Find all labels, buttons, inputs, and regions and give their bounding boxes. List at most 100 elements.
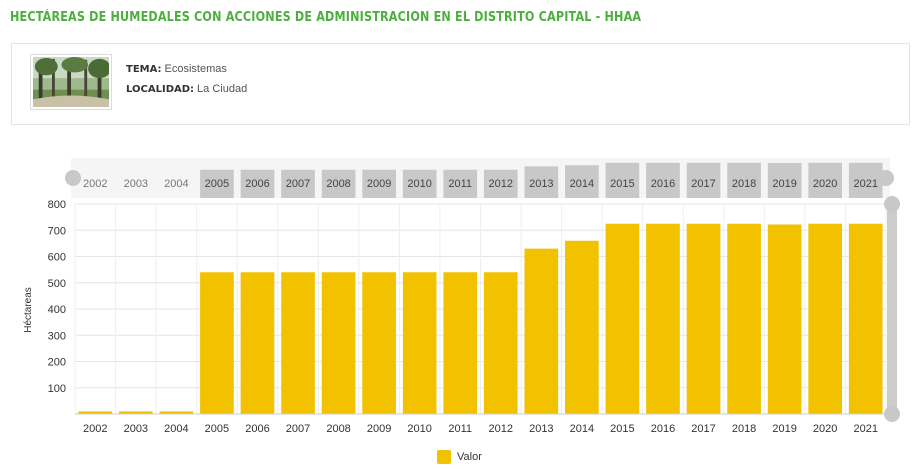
x-tick-label: 2011	[448, 423, 472, 435]
scrollbar-track[interactable]	[887, 204, 897, 414]
localidad-row: Localidad: La Ciudad	[126, 83, 247, 95]
navigator-bar	[483, 169, 518, 198]
bar-2009[interactable]	[362, 272, 396, 414]
legend[interactable]: Valor	[437, 450, 482, 464]
x-tick-label: 2014	[570, 423, 594, 435]
legend-swatch	[437, 450, 451, 464]
bar-2003[interactable]	[118, 411, 153, 414]
bar-2010[interactable]	[402, 272, 437, 414]
navigator-bar	[321, 169, 356, 198]
x-tick-label: 2021	[853, 423, 877, 435]
navigator-bar	[646, 162, 680, 198]
x-tick-label: 2016	[651, 423, 675, 435]
navigator-year-label: 2014	[570, 178, 594, 190]
bar-2002[interactable]	[78, 411, 113, 414]
x-tick-label: 2017	[691, 423, 715, 435]
x-tick-label: 2019	[772, 423, 796, 435]
y-tick-label: 300	[48, 330, 66, 342]
navigator-year-label: 2009	[367, 178, 391, 190]
x-tick-label: 2004	[164, 423, 188, 435]
navigator-year-label: 2005	[205, 178, 229, 190]
x-tick-label: 2009	[367, 423, 391, 435]
tema-row: Tema: Ecosistemas	[126, 63, 227, 75]
y-axis: 100 200 300 400 500 600 700 800	[48, 199, 66, 395]
bar-2015[interactable]	[605, 223, 640, 414]
navigator-year-label: 2002	[83, 178, 107, 190]
y-tick-label: 600	[48, 252, 66, 264]
range-navigator[interactable]: 2002 2003 2004 2005 2006 2007 2008 2009 2010 2011…	[65, 158, 894, 198]
x-tick-label: 2013	[529, 423, 553, 435]
navigator-year-label: 2017	[691, 178, 715, 190]
x-tick-label: 2008	[326, 423, 350, 435]
tema-label: Tema:	[126, 64, 162, 75]
bar-chart: 2002 2003 2004 2005 2006 2007 2008 2009 2010 2011…	[23, 158, 900, 435]
localidad-label: Localidad:	[126, 84, 195, 95]
navigator-bar	[767, 162, 802, 198]
navigator-year-label: 2006	[245, 178, 269, 190]
navigator-bar	[686, 162, 721, 198]
scrollbar-bottom-handle[interactable]	[884, 406, 900, 422]
bar-2006[interactable]	[240, 272, 275, 414]
bar-2012[interactable]	[483, 272, 518, 414]
bar-2011[interactable]	[443, 272, 478, 414]
bar-2013[interactable]	[524, 248, 559, 414]
chart-container: 2002 2003 2004 2005 2006 2007 2008 2009 2010 2011…	[0, 140, 921, 469]
y-tick-label: 400	[48, 304, 66, 316]
navigator-year-label: 2007	[286, 178, 310, 190]
navigator-left-handle[interactable]	[65, 170, 81, 186]
y-tick-label: 500	[48, 278, 66, 290]
y-tick-label: 200	[48, 357, 66, 369]
x-tick-label: 2012	[489, 423, 513, 435]
navigator-year-label: 2020	[813, 178, 837, 190]
page-title: HECTÁREAS DE HUMEDALES CON ACCIONES DE A…	[10, 10, 642, 25]
scrollbar-top-handle[interactable]	[884, 196, 900, 212]
localidad-value: La Ciudad	[197, 83, 248, 95]
y-tick-label: 100	[48, 383, 66, 395]
navigator-right-handle[interactable]	[878, 170, 894, 186]
bar-2007[interactable]	[281, 272, 315, 414]
x-tick-label: 2018	[732, 423, 756, 435]
navigator-year-label: 2012	[489, 178, 513, 190]
bar-2008[interactable]	[321, 272, 356, 414]
x-tick-label: 2006	[245, 423, 269, 435]
navigator-year-label: 2018	[732, 178, 756, 190]
navigator-bar	[443, 169, 478, 198]
info-card: Tema: Ecosistemas Localidad: La Ciudad	[11, 43, 910, 125]
x-tick-label: 2003	[124, 423, 148, 435]
x-tick-label: 2007	[286, 423, 310, 435]
navigator-bar	[848, 162, 883, 198]
x-tick-label: 2010	[407, 423, 431, 435]
navigator-year-label: 2021	[853, 178, 877, 190]
chart-grid	[74, 203, 887, 414]
navigator-year-label: 2011	[448, 178, 472, 190]
ecosystem-thumbnail[interactable]	[30, 54, 112, 110]
bar-2005[interactable]	[200, 272, 234, 414]
navigator-bar	[727, 162, 761, 198]
navigator-year-label: 2013	[529, 178, 553, 190]
navigator-track	[71, 158, 890, 198]
bar-2021[interactable]	[848, 223, 883, 414]
navigator-bar	[808, 162, 843, 198]
legend-label: Valor	[457, 451, 482, 463]
bar-series	[78, 223, 883, 414]
bar-2017[interactable]	[686, 223, 721, 414]
navigator-year-label: 2003	[124, 178, 148, 190]
wetland-photo-icon	[33, 57, 109, 107]
navigator-year-label: 2015	[610, 178, 634, 190]
navigator-year-label: 2016	[651, 178, 675, 190]
vertical-scrollbar[interactable]	[884, 196, 900, 422]
y-axis-label: Héctareas	[23, 287, 34, 333]
x-tick-label: 2005	[205, 423, 229, 435]
bar-2019[interactable]	[767, 224, 802, 414]
bar-2016[interactable]	[646, 223, 680, 414]
navigator-bar	[362, 169, 396, 198]
bar-2020[interactable]	[808, 223, 843, 414]
navigator-year-label: 2004	[164, 178, 188, 190]
bar-2014[interactable]	[565, 240, 599, 414]
bar-2018[interactable]	[727, 223, 761, 414]
navigator-bar	[240, 169, 275, 198]
bar-2004[interactable]	[159, 411, 194, 414]
navigator-bar	[200, 169, 234, 198]
navigator-bar	[565, 165, 599, 198]
x-axis: 2002 2003 2004 2005 2006 2007 2008 2009 2010 2011…	[75, 413, 886, 435]
